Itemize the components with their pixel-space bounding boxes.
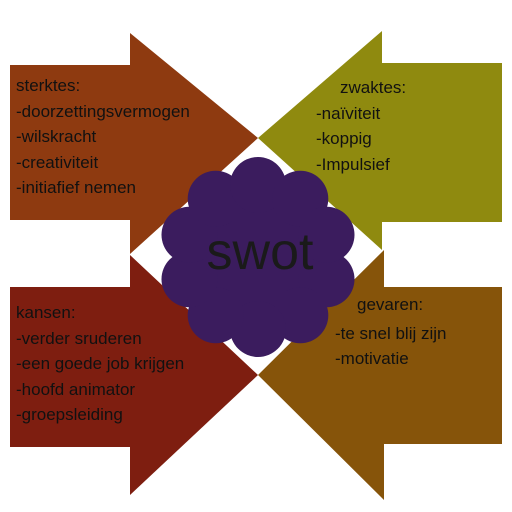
strengths-item: -initiafief nemen bbox=[16, 178, 137, 197]
weaknesses-panel: zwaktes: -naïviteit -koppig -Impulsief bbox=[316, 75, 406, 177]
strengths-item: -doorzettingsvermogen bbox=[16, 101, 190, 121]
opportunities-item: -een goede job krijgen bbox=[16, 354, 185, 373]
center-cloud-lobe bbox=[230, 157, 286, 213]
weaknesses-heading: zwaktes: bbox=[340, 78, 407, 97]
threats-heading: gevaren: bbox=[357, 295, 424, 314]
opportunities-panel: kansen: -verder sruderen -een goede job … bbox=[16, 300, 184, 428]
weaknesses-arrow bbox=[258, 31, 502, 250]
center-cloud-lobe bbox=[230, 301, 286, 357]
strengths-item: -wilskracht bbox=[16, 127, 97, 146]
opportunities-item: -hoofd animator bbox=[16, 379, 136, 399]
threats-panel: gevaren: -te snel blij zijn -motivatie bbox=[335, 292, 447, 372]
opportunities-item: -groepsleiding bbox=[16, 405, 123, 424]
center-title: swot bbox=[206, 223, 314, 281]
threats-item: -motivatie bbox=[335, 349, 409, 368]
strengths-item: -creativiteit bbox=[16, 152, 99, 172]
opportunities-item: -verder sruderen bbox=[16, 328, 142, 348]
center-cloud-lobe bbox=[298, 206, 355, 263]
weaknesses-item: -koppig bbox=[316, 129, 372, 148]
strengths-heading: sterktes: bbox=[16, 76, 81, 95]
strengths-arrow bbox=[10, 33, 258, 254]
weaknesses-item: -naïviteit bbox=[316, 103, 381, 123]
strengths-panel: sterktes: -doorzettingsvermogen -wilskra… bbox=[16, 73, 190, 201]
opportunities-heading: kansen: bbox=[16, 303, 76, 322]
threats-arrow bbox=[258, 250, 502, 500]
center-cloud-lobe bbox=[161, 251, 218, 308]
center-cloud-lobe bbox=[272, 287, 329, 344]
opportunities-arrow bbox=[10, 255, 258, 495]
center-cloud-shape bbox=[161, 157, 355, 357]
center-cloud-lobe bbox=[187, 170, 244, 227]
weaknesses-item: -Impulsief bbox=[316, 154, 390, 174]
threats-item: -te snel blij zijn bbox=[335, 323, 447, 343]
